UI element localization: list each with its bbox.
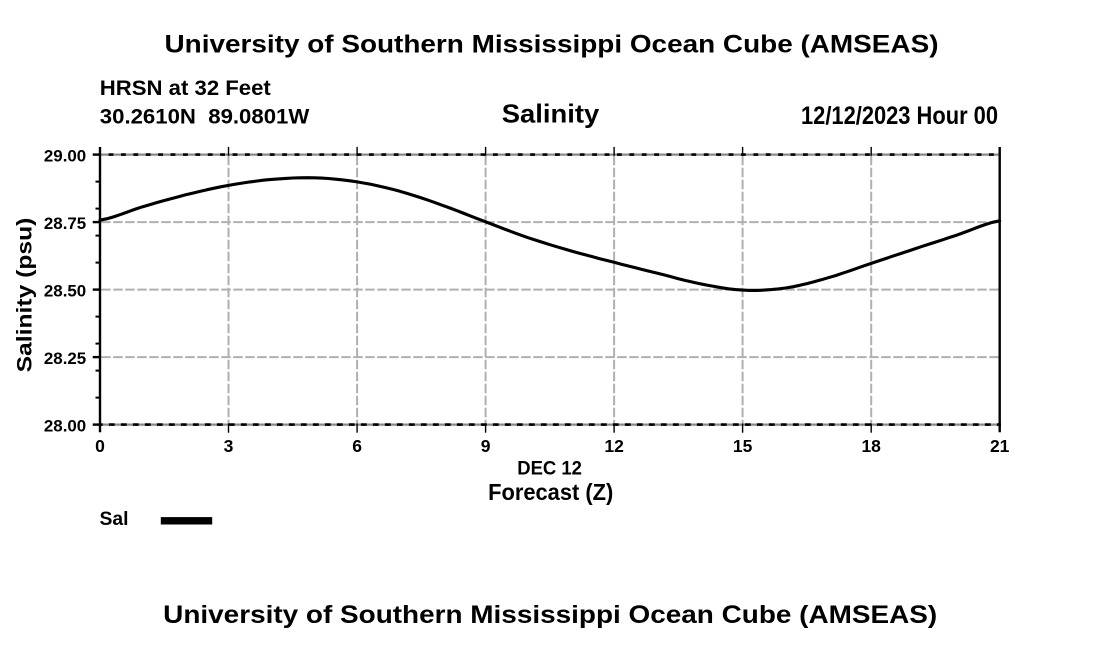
svg-text:Salinity: Salinity [502,99,600,129]
svg-text:University of Southern Mississ: University of Southern Mississippi Ocean… [165,30,939,58]
svg-text:29.00: 29.00 [44,146,86,165]
svg-text:Salinity (psu): Salinity (psu) [14,218,37,373]
svg-text:18: 18 [861,436,881,456]
svg-text:30.2610N 89.0801W: 30.2610N 89.0801W [100,106,310,129]
svg-text:28.50: 28.50 [44,281,86,300]
svg-text:0: 0 [95,436,105,456]
svg-text:15: 15 [733,436,753,456]
svg-text:21: 21 [990,436,1010,456]
svg-text:HRSN at 32 Feet: HRSN at 32 Feet [100,77,271,100]
svg-text:28.75: 28.75 [44,214,86,233]
svg-text:28.25: 28.25 [44,349,86,368]
svg-text:12: 12 [604,436,624,456]
svg-text:3: 3 [224,436,234,456]
svg-text:University of Southern Mississ: University of Southern Mississippi Ocean… [163,601,937,629]
svg-text:28.00: 28.00 [44,416,86,435]
svg-text:Forecast (Z): Forecast (Z) [488,479,613,505]
svg-text:6: 6 [352,436,362,456]
svg-text:Sal: Sal [100,509,129,530]
svg-text:9: 9 [481,436,491,456]
svg-text:12/12/2023 Hour 00: 12/12/2023 Hour 00 [801,102,998,130]
svg-text:DEC 12: DEC 12 [517,459,582,480]
